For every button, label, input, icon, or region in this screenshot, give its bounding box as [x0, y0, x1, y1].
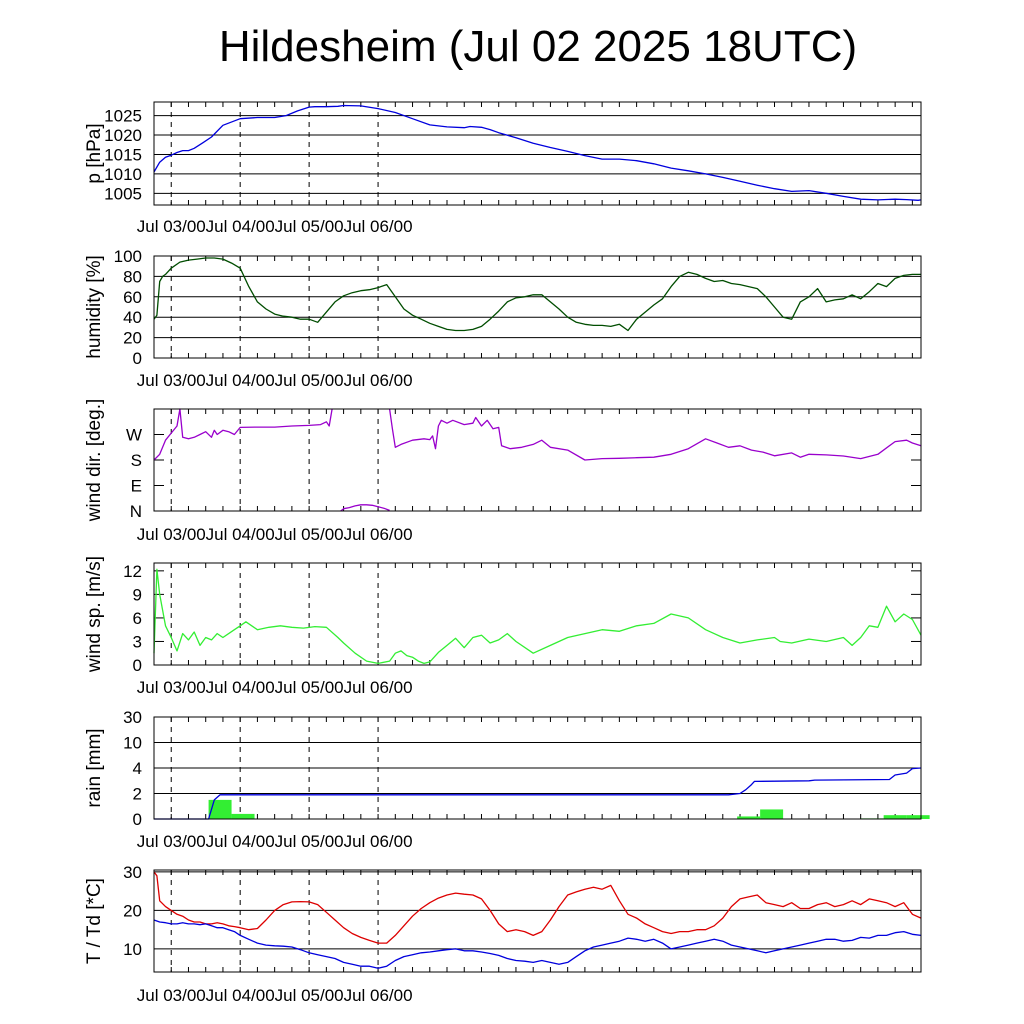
x-tick-label: Jul 03/00: [137, 217, 206, 236]
x-tick-label: Jul 06/00: [344, 371, 413, 390]
y-tick-label: S: [131, 451, 142, 470]
series-line: [153, 568, 922, 665]
y-tick-label: E: [131, 477, 142, 496]
plot-frame: [153, 255, 922, 359]
rain-bar: [208, 799, 232, 819]
y-tick-label: 1020: [104, 126, 142, 145]
series-line: [340, 504, 390, 512]
rain-bar: [760, 809, 784, 819]
rain-bar: [883, 815, 907, 819]
y-tick-label: 1025: [104, 107, 142, 126]
y-tick-label: 0: [133, 810, 142, 829]
y-tick-label: 10: [123, 734, 142, 753]
plot-frame: [153, 101, 922, 206]
x-tick-label: Jul 04/00: [206, 832, 275, 851]
plot-frame: [153, 408, 922, 512]
series-line: [153, 919, 922, 969]
x-tick-label: Jul 05/00: [275, 678, 344, 697]
y-tick-label: 4: [133, 759, 142, 778]
series-line: [154, 767, 922, 820]
y-tick-label: 1015: [104, 145, 142, 164]
y-tick-label: 2: [133, 785, 142, 804]
y-tick-label: 80: [123, 267, 142, 286]
y-axis-label: wind sp. [m/s]: [84, 556, 105, 673]
y-axis-label: wind dir. [deg.]: [84, 399, 105, 523]
y-tick-label: 9: [133, 585, 142, 604]
series-line: [153, 408, 333, 461]
x-tick-label: Jul 05/00: [275, 371, 344, 390]
x-tick-label: Jul 03/00: [137, 678, 206, 697]
x-tick-label: Jul 06/00: [344, 986, 413, 1005]
y-tick-label: 30: [123, 708, 142, 727]
x-tick-label: Jul 05/00: [275, 986, 344, 1005]
panel-windsp: 0 3 6 9 12 Jul 03/00 Jul 04/00 Jul 05/00 Jul 06/…: [84, 556, 922, 697]
x-tick-label: Jul 03/00: [137, 986, 206, 1005]
y-tick-label: 60: [123, 288, 142, 307]
x-tick-label: Jul 06/00: [344, 678, 413, 697]
series-line: [388, 408, 922, 461]
x-tick-label: Jul 03/00: [137, 525, 206, 544]
x-tick-label: Jul 05/00: [275, 832, 344, 851]
y-tick-label: 0: [133, 656, 142, 675]
x-tick-label: Jul 03/00: [137, 371, 206, 390]
series-line: [153, 257, 921, 332]
y-tick-label: 20: [123, 901, 142, 920]
plot-frame: [153, 869, 922, 973]
series-line: [153, 104, 922, 201]
plot-frame: [153, 562, 922, 666]
y-axis-label: rain [mm]: [84, 728, 105, 807]
x-tick-label: Jul 06/00: [344, 832, 413, 851]
rain-bar: [737, 816, 761, 819]
y-tick-label: 30: [123, 863, 142, 882]
x-tick-label: Jul 05/00: [275, 217, 344, 236]
y-tick-label: 0: [133, 349, 142, 368]
rain-bar: [906, 815, 930, 819]
y-tick-label: 3: [133, 632, 142, 651]
rain-bar: [231, 813, 255, 819]
chart-title: Hildesheim (Jul 02 2025 18UTC): [218, 22, 858, 71]
plot-frame: [153, 716, 922, 820]
x-tick-label: Jul 05/00: [275, 525, 344, 544]
x-tick-label: Jul 04/00: [206, 525, 275, 544]
panel-rain: 0 2 4 10 30 Jul 03/00 Jul 04/00 Jul 05/00 Jul 06…: [84, 708, 930, 851]
y-tick-label: 40: [123, 308, 142, 327]
x-tick-label: Jul 06/00: [344, 525, 413, 544]
y-tick-label: N: [130, 502, 142, 521]
y-tick-label: 20: [123, 329, 142, 348]
y-tick-label: 1010: [104, 165, 142, 184]
x-tick-label: Jul 04/00: [206, 217, 275, 236]
y-tick-label: 1005: [104, 184, 142, 203]
panel-temp: 10 20 30 Jul 03/00 Jul 04/00 Jul 05/00 Jul 06/…: [84, 863, 922, 1005]
series-line: [153, 871, 922, 944]
x-tick-label: Jul 06/00: [344, 217, 413, 236]
y-tick-label: 10: [123, 940, 142, 959]
x-tick-label: Jul 04/00: [206, 678, 275, 697]
y-axis-label: p [hPa]: [84, 123, 105, 183]
y-axis-label: T / Td [*C]: [84, 878, 105, 964]
x-tick-label: Jul 04/00: [206, 986, 275, 1005]
x-tick-label: Jul 04/00: [206, 371, 275, 390]
x-tick-label: Jul 03/00: [137, 832, 206, 851]
y-tick-label: 100: [114, 247, 142, 266]
y-tick-label: W: [126, 426, 142, 445]
y-tick-label: 6: [133, 609, 142, 628]
y-axis-label: humidity [%]: [84, 255, 105, 358]
y-tick-label: 12: [123, 562, 142, 581]
